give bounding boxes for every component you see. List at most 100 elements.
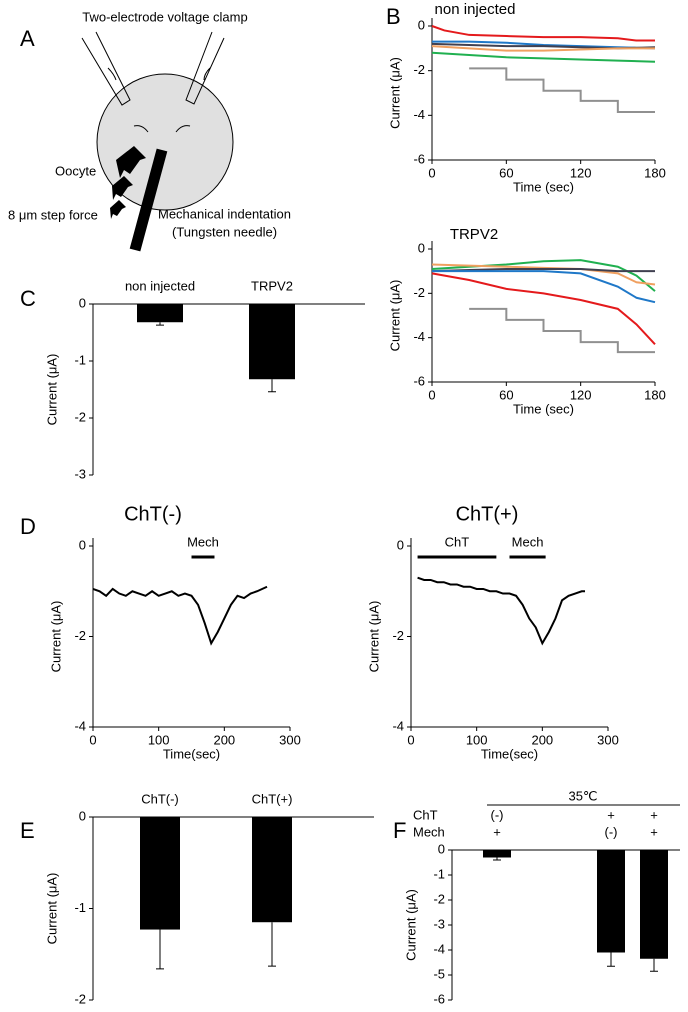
x-tick-label: 120 <box>570 165 592 180</box>
bar <box>483 850 511 858</box>
x-tick-label: 100 <box>466 732 488 747</box>
x-tick-label: 180 <box>644 387 666 402</box>
series-line <box>417 576 586 646</box>
y-axis-label: Current (μA) <box>44 873 59 945</box>
y-tick-label: -4 <box>433 941 445 956</box>
series-line <box>469 67 655 113</box>
y-tick-label: 0 <box>418 17 425 32</box>
category-label: ChT(+) <box>252 791 293 806</box>
bar <box>249 304 295 380</box>
error-bar <box>607 952 615 967</box>
y-tick-label: -6 <box>413 151 425 166</box>
y-tick-label: -1 <box>433 866 445 881</box>
y-tick-label: -2 <box>413 285 425 300</box>
diagram-title: Two-electrode voltage clamp <box>82 9 247 24</box>
category-label: non injected <box>125 278 195 293</box>
series-line <box>469 307 655 354</box>
x-tick-label: 0 <box>428 387 435 402</box>
series-line <box>431 25 655 42</box>
error-bar <box>650 958 658 972</box>
x-tick-label: 0 <box>428 165 435 180</box>
y-tick-label: -2 <box>74 991 86 1006</box>
bar <box>252 817 292 923</box>
annotation-label: ChT <box>445 534 470 549</box>
series-line <box>432 270 656 304</box>
series-line <box>431 267 655 273</box>
y-tick-label: -4 <box>74 718 86 733</box>
x-axis-label: Time(sec) <box>163 746 220 761</box>
y-axis-label: Current (μA) <box>44 354 59 426</box>
condition-cell: + <box>607 807 615 822</box>
condition-cell: (-) <box>491 807 504 822</box>
diagram: Two-electrode voltage clamp Oocyte 8 μm … <box>8 9 291 252</box>
x-axis-label: Time (sec) <box>513 179 574 194</box>
panel-label: C <box>20 286 36 311</box>
condition-cell: + <box>650 807 658 822</box>
condition-cell: + <box>493 824 501 839</box>
needle-sublabel: (Tungsten needle) <box>172 224 277 239</box>
y-tick-label: 0 <box>397 537 404 552</box>
condition-cell: (-) <box>605 824 618 839</box>
bar <box>640 850 668 959</box>
y-tick-label: -1 <box>74 900 86 915</box>
y-tick-label: 0 <box>79 537 86 552</box>
needle <box>129 148 168 252</box>
y-tick-label: -6 <box>433 991 445 1006</box>
error-bar <box>156 322 164 326</box>
annotation-label: Mech <box>512 534 544 549</box>
y-tick-label: -2 <box>74 628 86 643</box>
category-label: ChT(-) <box>141 791 179 806</box>
error-bar <box>268 379 276 393</box>
panel-label: A <box>20 26 35 51</box>
x-tick-label: 60 <box>499 165 513 180</box>
x-tick-label: 100 <box>148 732 170 747</box>
y-axis-label: Current (μA) <box>403 889 418 961</box>
y-tick-label: -2 <box>74 409 86 424</box>
y-tick-label: -5 <box>433 966 445 981</box>
bar <box>597 850 625 953</box>
oocyte <box>96 73 234 211</box>
force-arrows <box>110 146 146 219</box>
error-bar <box>156 929 164 970</box>
x-tick-label: 0 <box>407 732 414 747</box>
panel-label: E <box>20 818 35 843</box>
chart-title: TRPV2 <box>450 226 498 243</box>
condition-cell: + <box>650 824 658 839</box>
y-tick-label: -4 <box>413 329 425 344</box>
y-tick-label: -3 <box>74 466 86 481</box>
y-tick-label: 0 <box>438 841 445 856</box>
y-tick-label: -4 <box>413 107 425 122</box>
series-line <box>432 40 656 50</box>
condition-row-label: Mech <box>413 824 445 839</box>
x-axis-label: Time (sec) <box>513 401 574 416</box>
x-tick-label: 300 <box>597 732 619 747</box>
y-axis-label: Current (μA) <box>48 601 63 673</box>
electrode-tips <box>133 125 191 133</box>
panel-label: F <box>393 818 406 843</box>
x-tick-label: 60 <box>499 387 513 402</box>
cell-label: Oocyte <box>55 163 96 178</box>
y-tick-label: -2 <box>392 628 404 643</box>
error-bar <box>493 857 501 861</box>
x-tick-label: 200 <box>531 732 553 747</box>
bar <box>137 304 183 323</box>
force-label: 8 μm step force <box>8 207 98 222</box>
y-tick-label: -4 <box>392 718 404 733</box>
y-tick-label: 0 <box>79 295 86 310</box>
y-tick-label: -2 <box>433 891 445 906</box>
panel-label: D <box>20 514 36 539</box>
y-axis-label: Current (μA) <box>366 601 381 673</box>
condition-row-label: ChT <box>413 807 438 822</box>
y-tick-label: -2 <box>413 62 425 77</box>
chart-title: ChT(-) <box>124 503 182 525</box>
y-tick-label: 0 <box>79 808 86 823</box>
series-line <box>92 585 268 646</box>
series-line <box>431 272 656 345</box>
chart-title: non injected <box>435 1 516 18</box>
needle-label: Mechanical indentation <box>158 206 291 221</box>
series-line <box>431 45 655 52</box>
x-tick-label: 200 <box>213 732 235 747</box>
error-bar <box>268 922 276 967</box>
y-axis-label: Current (μA) <box>387 57 402 129</box>
